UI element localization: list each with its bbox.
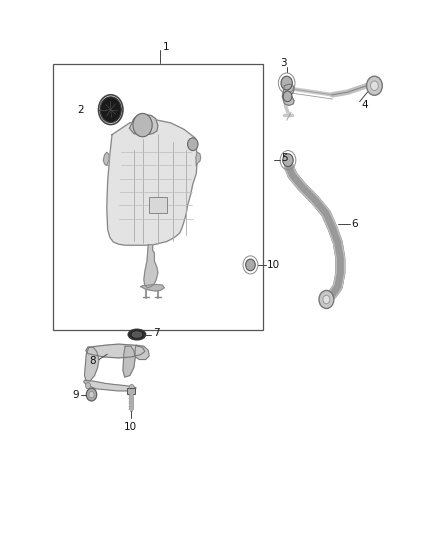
- Text: 2: 2: [77, 104, 84, 115]
- Polygon shape: [85, 348, 99, 381]
- Polygon shape: [107, 120, 197, 245]
- Text: 8: 8: [89, 356, 96, 366]
- Circle shape: [89, 391, 94, 398]
- Text: 10: 10: [124, 422, 138, 432]
- Polygon shape: [196, 152, 201, 165]
- Circle shape: [133, 114, 152, 137]
- Polygon shape: [84, 380, 136, 391]
- Polygon shape: [141, 285, 164, 291]
- Circle shape: [283, 154, 293, 166]
- Polygon shape: [283, 84, 294, 106]
- Circle shape: [100, 97, 121, 123]
- Text: 7: 7: [152, 328, 159, 338]
- Ellipse shape: [132, 332, 142, 337]
- Ellipse shape: [128, 329, 146, 340]
- Polygon shape: [103, 152, 109, 165]
- Circle shape: [371, 81, 378, 91]
- Circle shape: [187, 138, 198, 151]
- Circle shape: [323, 295, 330, 304]
- Text: 10: 10: [267, 260, 280, 270]
- Text: 3: 3: [280, 59, 286, 68]
- Polygon shape: [123, 346, 135, 377]
- Circle shape: [283, 91, 292, 102]
- Polygon shape: [130, 115, 158, 135]
- Circle shape: [367, 76, 382, 95]
- Circle shape: [281, 76, 292, 90]
- Text: 9: 9: [73, 390, 79, 400]
- Circle shape: [129, 384, 134, 391]
- Polygon shape: [135, 345, 149, 360]
- Circle shape: [246, 259, 255, 271]
- Text: 4: 4: [361, 100, 368, 110]
- Circle shape: [86, 388, 97, 401]
- Polygon shape: [144, 245, 158, 288]
- Bar: [149, 197, 166, 213]
- Bar: [53, 64, 263, 330]
- Bar: [127, 387, 135, 394]
- Circle shape: [319, 290, 334, 309]
- Circle shape: [85, 382, 91, 389]
- Text: 5: 5: [282, 152, 288, 163]
- Polygon shape: [86, 344, 145, 358]
- Text: 6: 6: [352, 219, 358, 229]
- Text: 1: 1: [163, 43, 170, 52]
